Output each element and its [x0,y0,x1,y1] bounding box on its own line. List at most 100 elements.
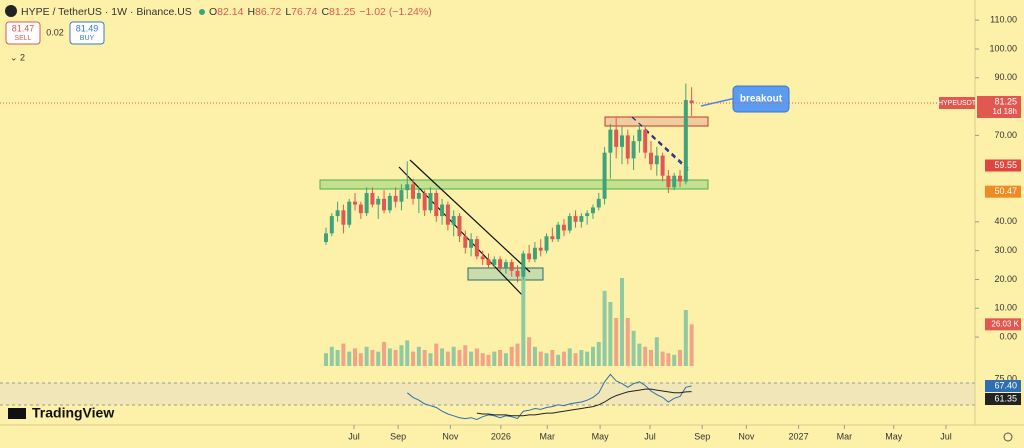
candle-body [347,201,352,225]
candle-body [474,239,479,257]
candle-body [358,204,363,214]
volume-bar [573,353,578,366]
ohlc-letter: C [321,6,329,18]
candle-body [364,193,369,214]
candle-body [387,195,392,211]
volume-bar [550,350,555,366]
candle-body [370,193,375,205]
volume-bar [451,346,456,366]
volume-bar [503,353,508,366]
volume-bar [382,342,387,366]
buy-label: BUY [80,35,95,42]
y-tick-label: 100.00 [989,43,1017,53]
candle-body [411,184,416,199]
candle-body [596,198,601,208]
candle-body [660,155,665,176]
candle-body [399,190,404,202]
candle-body [486,259,491,266]
rsi-ma-value: 61.35 [994,393,1017,403]
candle-body [329,216,334,234]
volume-bar [498,350,503,366]
candle-body [527,253,532,260]
candle-body [544,236,549,251]
volume-bar [649,350,653,366]
x-tick-label: May [592,431,610,441]
last-price: 81.25 [994,96,1017,106]
candle-body [451,216,456,225]
volume-bar [422,350,427,366]
candle-body [573,216,578,222]
volume-bar [463,345,468,366]
volume-bar [416,346,421,366]
resistance-zone[interactable] [604,116,709,127]
ma-value: 50.47 [994,186,1017,196]
candle-body [567,216,572,231]
volume-bar [509,346,514,366]
candle-body [376,198,381,205]
candle-body [515,270,520,277]
candle-body [353,201,358,205]
callout[interactable] [732,85,790,113]
indicator-count[interactable]: 2 [20,52,25,62]
indicator-toggle[interactable]: ⌄ [10,52,18,62]
volume-bar [654,337,659,366]
volume-bar [643,346,648,366]
volume-bar [660,351,665,366]
volume-bar [480,353,485,366]
ohlc-value: 76.74 [291,6,317,18]
x-tick-label: Mar [837,431,853,441]
y-tick-label: 110.00 [990,15,1017,25]
volume-bar [538,351,543,366]
settings-icon[interactable] [1003,432,1013,442]
candle-body [637,129,642,142]
symbol-icon [5,5,17,17]
trend-line[interactable] [409,159,531,273]
rsi-badge [985,380,1021,393]
support-zone[interactable] [319,179,709,190]
sell-button[interactable] [5,21,41,45]
candle-body [643,129,648,153]
volume-bar [364,346,369,366]
symbol-title[interactable]: HYPE / TetherUS · 1W · Binance.US [21,6,192,18]
volume-bar [393,350,398,366]
x-tick-label: Jul [644,431,656,441]
candle-body [649,152,653,165]
y-tick-label: 10.00 [994,303,1017,313]
volume-bar [608,302,613,366]
volume-bar [405,340,410,366]
logo-mark [8,408,26,419]
y-tick-label: 90.00 [994,72,1017,82]
volume-bar [683,310,688,366]
x-tick-label: May [885,431,903,441]
volume-bar [387,348,392,366]
candle-body [492,259,497,266]
candle-body [509,262,514,271]
y-tick-label: 70.00 [994,130,1017,140]
buy-price: 81.49 [76,23,99,33]
volume-bar [457,350,462,366]
volume-bar [329,346,334,366]
channel-line[interactable] [631,116,689,169]
volume-bar [445,351,450,366]
candle-body [440,204,445,217]
candle-body [625,135,630,159]
candle-body [602,152,607,199]
candle-body [561,224,566,231]
ma-value: 59.55 [994,160,1017,170]
volume-bar [585,351,590,366]
volume-bar [590,346,595,366]
x-tick-label: Nov [738,431,755,441]
volume-bar [335,350,340,366]
rsi-line [406,373,692,421]
buy-button[interactable] [69,21,105,45]
trend-line[interactable] [398,166,526,299]
ma-badge [985,185,1021,198]
candle-body [666,175,671,188]
candle-body [654,155,659,165]
ohlc-value: 81.25 [329,6,355,18]
channel-line[interactable] [644,129,691,173]
candle-body [393,195,398,202]
candle-body [469,239,474,248]
volume-bar [532,346,537,366]
volume-bar [579,350,584,366]
